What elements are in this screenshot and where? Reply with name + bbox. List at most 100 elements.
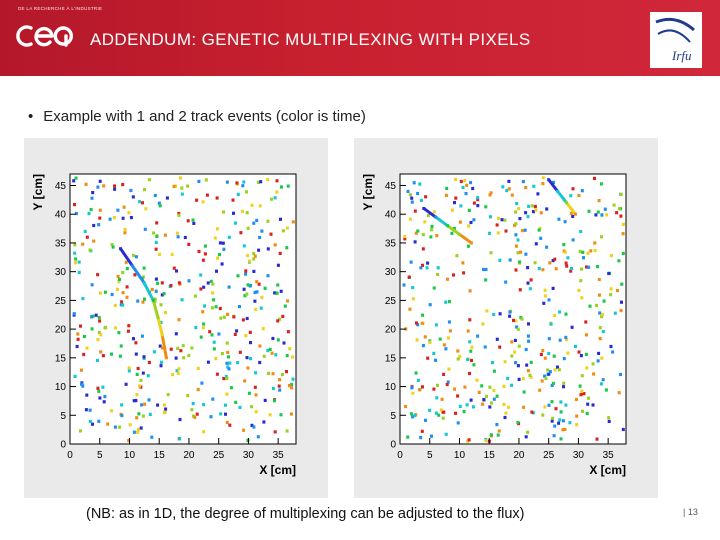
noise-hit bbox=[121, 183, 125, 187]
noise-hit bbox=[620, 282, 624, 286]
noise-hit bbox=[565, 264, 569, 268]
noise-hit bbox=[607, 419, 611, 423]
noise-hit bbox=[563, 427, 567, 431]
track-point bbox=[547, 178, 551, 182]
noise-hit bbox=[434, 323, 438, 327]
noise-hit bbox=[98, 208, 102, 212]
noise-hit bbox=[215, 372, 219, 376]
noise-hit bbox=[571, 238, 575, 242]
noise-hit bbox=[510, 383, 514, 387]
noise-hit bbox=[414, 371, 418, 375]
noise-hit bbox=[232, 315, 236, 319]
noise-hit bbox=[262, 420, 266, 424]
noise-hit bbox=[554, 407, 558, 411]
noise-hit bbox=[551, 381, 555, 385]
noise-hit bbox=[235, 329, 239, 333]
x-tick-label: 35 bbox=[603, 450, 615, 461]
noise-hit bbox=[595, 437, 599, 441]
noise-hit bbox=[97, 419, 101, 423]
noise-hit bbox=[98, 319, 102, 323]
noise-hit bbox=[579, 393, 583, 397]
noise-hit bbox=[270, 351, 274, 355]
y-tick-label: 5 bbox=[390, 411, 396, 422]
noise-hit bbox=[283, 304, 287, 308]
noise-hit bbox=[467, 224, 471, 228]
noise-hit bbox=[240, 209, 244, 213]
noise-hit bbox=[275, 179, 279, 183]
noise-hit bbox=[108, 217, 112, 221]
noise-hit bbox=[599, 382, 603, 386]
noise-hit bbox=[175, 231, 179, 235]
noise-hit bbox=[553, 424, 557, 428]
noise-hit bbox=[141, 371, 145, 375]
noise-hit bbox=[444, 432, 448, 436]
track-segment bbox=[143, 282, 155, 302]
noise-hit bbox=[76, 337, 80, 341]
noise-hit bbox=[81, 242, 85, 246]
noise-hit bbox=[562, 243, 566, 247]
noise-hit bbox=[253, 254, 257, 258]
noise-hit bbox=[508, 310, 512, 314]
y-tick-label: 10 bbox=[55, 382, 67, 393]
noise-hit bbox=[135, 416, 139, 420]
noise-hit bbox=[250, 423, 254, 427]
noise-hit bbox=[543, 294, 547, 298]
noise-hit bbox=[118, 354, 122, 358]
noise-hit bbox=[212, 347, 216, 351]
noise-hit bbox=[454, 411, 458, 415]
noise-hit bbox=[180, 192, 184, 196]
noise-hit bbox=[482, 267, 485, 272]
noise-hit bbox=[121, 291, 125, 295]
noise-hit bbox=[97, 331, 101, 335]
noise-hit bbox=[286, 299, 290, 303]
noise-hit bbox=[413, 240, 417, 244]
noise-hit bbox=[98, 396, 102, 400]
noise-hit bbox=[281, 373, 284, 377]
noise-hit bbox=[519, 250, 523, 254]
noise-hit bbox=[77, 270, 81, 274]
noise-hit bbox=[492, 397, 496, 401]
noise-hit bbox=[505, 189, 509, 193]
noise-hit bbox=[428, 408, 432, 412]
noise-hit bbox=[120, 403, 124, 407]
noise-hit bbox=[102, 400, 106, 404]
noise-hit bbox=[548, 370, 552, 374]
noise-hit bbox=[469, 349, 473, 353]
noise-hit bbox=[290, 386, 294, 390]
noise-hit bbox=[96, 338, 100, 342]
noise-hit bbox=[250, 203, 254, 207]
noise-hit bbox=[248, 259, 252, 263]
noise-hit bbox=[245, 316, 249, 321]
noise-hit bbox=[191, 402, 195, 406]
noise-hit bbox=[215, 196, 219, 200]
noise-hit bbox=[541, 176, 545, 180]
noise-hit bbox=[147, 398, 151, 402]
y-tick-label: 30 bbox=[385, 267, 397, 278]
noise-hit bbox=[557, 368, 561, 372]
noise-hit bbox=[416, 378, 420, 382]
noise-hit bbox=[620, 300, 623, 304]
noise-hit bbox=[421, 313, 425, 317]
noise-hit bbox=[515, 202, 519, 206]
noise-hit bbox=[178, 176, 182, 180]
noise-hit bbox=[91, 422, 94, 426]
noise-hit bbox=[96, 185, 100, 189]
noise-hit bbox=[582, 256, 585, 260]
noise-hit bbox=[406, 435, 410, 439]
noise-hit bbox=[605, 213, 609, 217]
x-tick-label: 30 bbox=[243, 450, 255, 461]
noise-hit bbox=[558, 310, 562, 314]
track-point bbox=[142, 281, 146, 285]
noise-hit bbox=[559, 400, 563, 404]
noise-hit bbox=[439, 408, 443, 412]
noise-hit bbox=[596, 359, 600, 363]
noise-hit bbox=[593, 176, 596, 180]
noise-hit bbox=[228, 361, 232, 365]
noise-hit bbox=[170, 252, 174, 257]
noise-hit bbox=[553, 368, 557, 372]
noise-hit bbox=[498, 258, 502, 262]
noise-hit bbox=[98, 179, 102, 183]
noise-hit bbox=[212, 298, 216, 302]
noise-hit bbox=[244, 272, 248, 276]
track-segment bbox=[156, 317, 164, 336]
